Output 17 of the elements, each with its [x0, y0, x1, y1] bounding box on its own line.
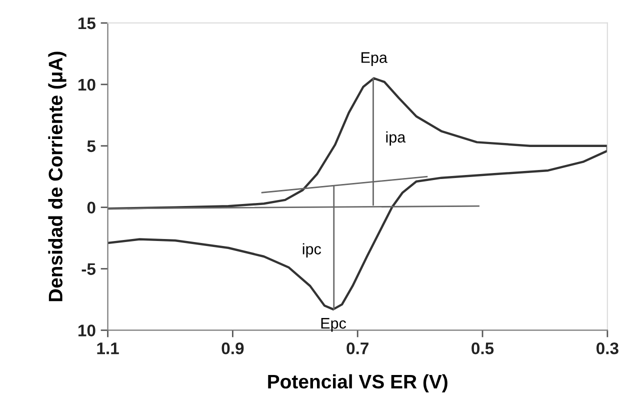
x-tick-label: 0.5: [472, 342, 494, 354]
x-axis-title: Potencial VS ER (V): [268, 374, 448, 392]
y-tick-label: 5: [87, 140, 96, 152]
x-tick-label: 1.1: [97, 342, 119, 354]
y-axis-title: Densidad de Corriente (μA): [48, 52, 66, 302]
y-tick-label: 0: [87, 202, 96, 214]
y-tick-label: 10: [78, 324, 96, 336]
annotation: Epc: [321, 318, 346, 332]
x-tick-label: 0.3: [596, 342, 618, 354]
y-tick-label: 10: [78, 78, 96, 91]
annotation: ipa: [386, 131, 406, 146]
x-tick-label: 0.7: [346, 342, 368, 354]
annotation: ipc: [302, 243, 322, 258]
y-tick-label: -5: [82, 263, 96, 275]
x-tick-label: 0.9: [222, 342, 244, 354]
annotation: Epa: [362, 52, 388, 66]
y-tick-label: 15: [78, 18, 96, 30]
